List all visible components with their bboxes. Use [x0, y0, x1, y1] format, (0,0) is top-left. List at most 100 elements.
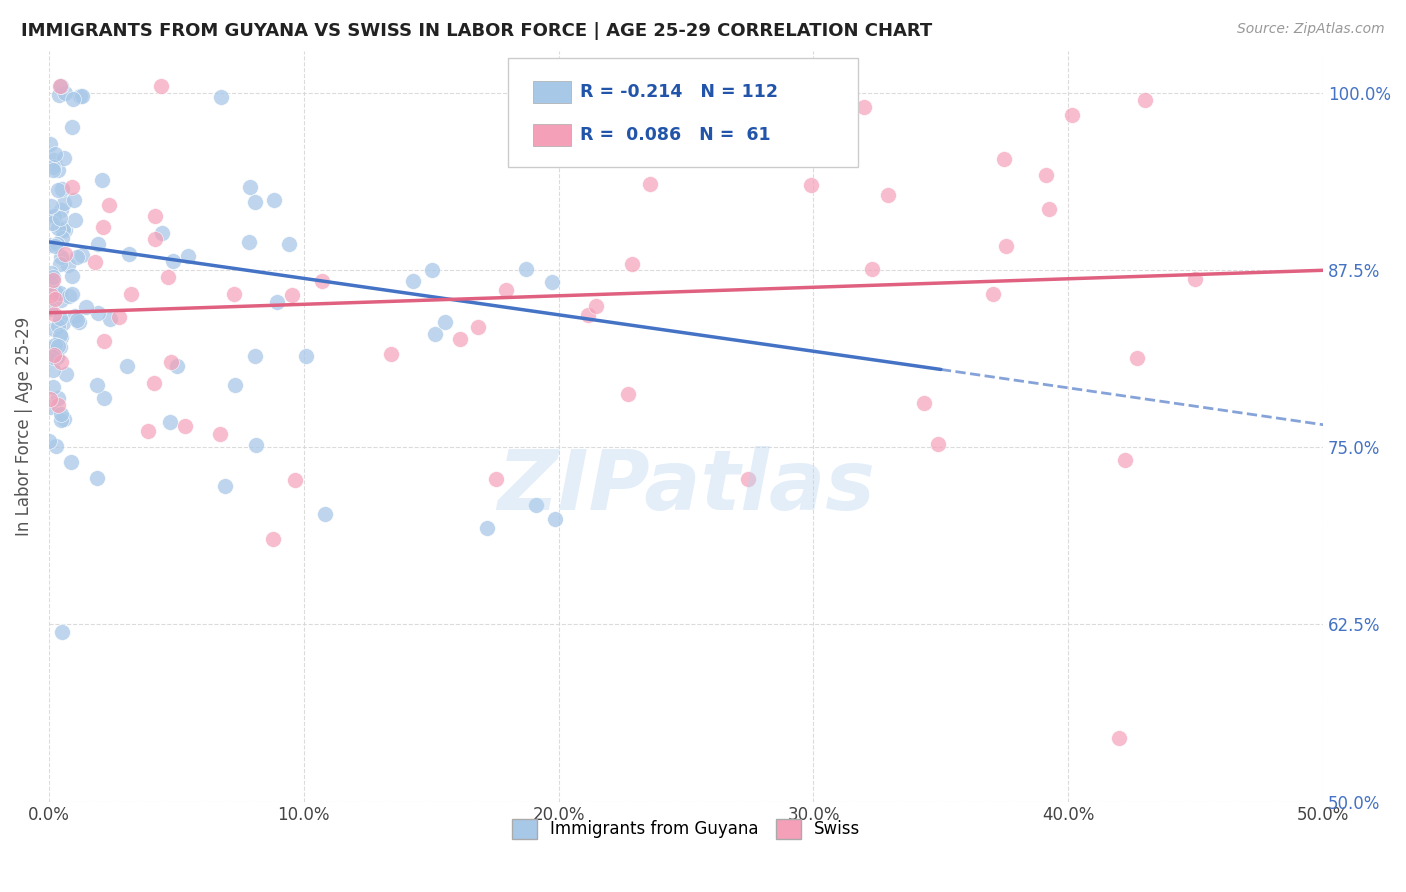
Point — [98, 312, 121, 326]
Point — [1114, 453, 1136, 467]
Point — [981, 287, 1004, 301]
Point — [39, 400, 62, 414]
Point — [51, 329, 73, 343]
Point — [48, 327, 70, 342]
Point — [63, 212, 86, 227]
Point — [42, 273, 65, 287]
Point — [51, 624, 73, 639]
Point — [98, 198, 121, 212]
Point — [800, 178, 823, 192]
Point — [67, 314, 90, 328]
Point — [53, 151, 76, 165]
Point — [737, 471, 759, 485]
Point — [655, 113, 678, 128]
Point — [42, 363, 65, 377]
Point — [63, 193, 86, 207]
Point — [44, 293, 66, 307]
Point — [49, 257, 72, 271]
Point — [541, 275, 564, 289]
Point — [48, 339, 70, 353]
Point — [224, 377, 246, 392]
Point — [87, 237, 110, 252]
Text: IMMIGRANTS FROM GUYANA VS SWISS IN LABOR FORCE | AGE 25-29 CORRELATION CHART: IMMIGRANTS FROM GUYANA VS SWISS IN LABOR… — [21, 22, 932, 40]
Point — [49, 408, 72, 422]
Point — [402, 274, 425, 288]
Text: ZIPatlas: ZIPatlas — [498, 446, 875, 526]
Point — [41, 341, 63, 355]
Point — [46, 319, 69, 334]
Point — [853, 100, 876, 114]
Point — [53, 412, 76, 426]
Point — [576, 309, 599, 323]
Point — [51, 181, 73, 195]
Point — [84, 255, 107, 269]
Point — [156, 270, 179, 285]
Point — [41, 216, 63, 230]
Point — [45, 350, 67, 364]
Point — [53, 247, 76, 261]
Point — [39, 199, 62, 213]
Point — [118, 247, 141, 261]
Point — [209, 427, 232, 442]
Point — [75, 301, 97, 315]
Point — [60, 179, 83, 194]
Point — [177, 249, 200, 263]
Point — [477, 520, 499, 534]
Point — [65, 313, 87, 327]
Point — [162, 254, 184, 268]
Point — [44, 238, 66, 252]
Point — [69, 89, 91, 103]
Point — [263, 532, 285, 546]
Point — [108, 310, 131, 325]
Point — [222, 286, 245, 301]
Point — [39, 392, 62, 406]
Point — [86, 470, 108, 484]
Point — [620, 257, 643, 271]
Point — [52, 223, 75, 237]
Point — [39, 266, 62, 280]
Point — [238, 235, 260, 249]
Point — [38, 434, 60, 448]
Point — [1108, 731, 1130, 745]
Point — [49, 293, 72, 307]
Point — [42, 270, 65, 285]
Point — [51, 250, 73, 264]
Point — [39, 276, 62, 290]
Point — [159, 355, 181, 369]
Point — [66, 250, 89, 264]
FancyBboxPatch shape — [508, 58, 858, 167]
Point — [143, 232, 166, 246]
Point — [993, 152, 1015, 166]
Point — [515, 261, 537, 276]
Point — [49, 413, 72, 427]
Point — [49, 340, 72, 354]
Point — [62, 92, 84, 106]
Point — [994, 239, 1017, 253]
Point — [93, 334, 115, 348]
Point — [90, 172, 112, 186]
Point — [52, 316, 75, 330]
Point — [42, 209, 65, 223]
Point — [617, 386, 640, 401]
Point — [44, 338, 66, 352]
Point — [1035, 168, 1057, 182]
Point — [243, 194, 266, 209]
Point — [91, 220, 114, 235]
Point — [93, 391, 115, 405]
Point — [1125, 351, 1147, 365]
Point — [44, 321, 66, 335]
Point — [311, 274, 333, 288]
Point — [159, 415, 181, 429]
Bar — [533, 123, 571, 146]
Point — [53, 222, 76, 236]
Point — [449, 333, 471, 347]
Point — [1133, 93, 1156, 107]
Point — [42, 351, 65, 365]
Point — [245, 438, 267, 452]
Point — [60, 120, 83, 134]
Point — [44, 348, 66, 362]
Point — [1060, 108, 1083, 122]
Point — [278, 237, 301, 252]
Point — [138, 424, 160, 438]
Point — [51, 202, 73, 217]
